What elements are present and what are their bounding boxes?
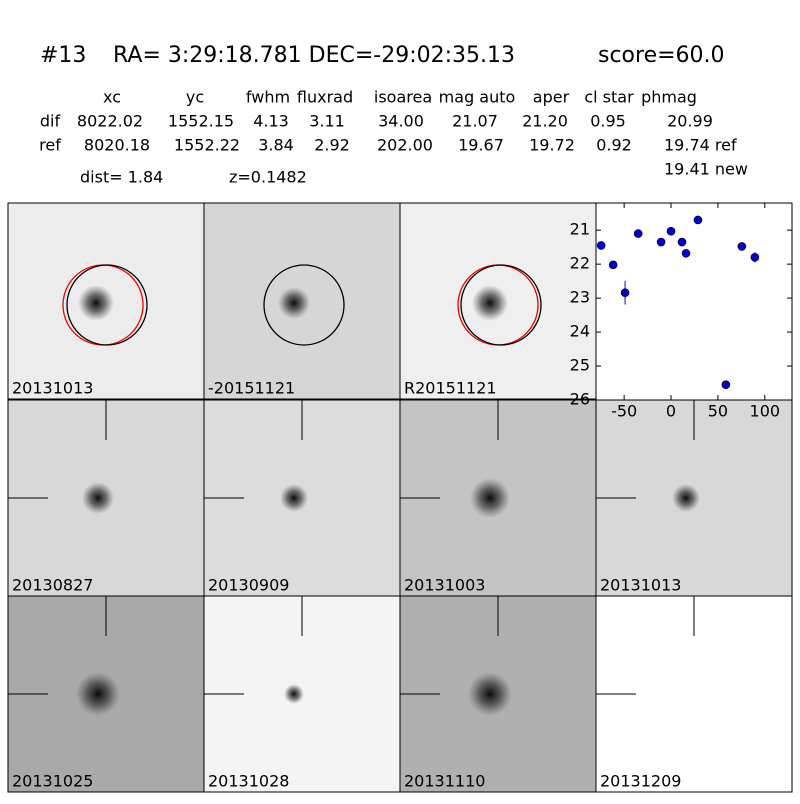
- table-cell: dif: [40, 112, 61, 131]
- source-blob: [672, 484, 700, 512]
- table-cell: 1552.22: [174, 136, 240, 155]
- column-header: phmag: [641, 88, 697, 107]
- panel-label: 20131013: [12, 379, 93, 398]
- y-tick-label: 21: [570, 220, 590, 239]
- table-cell: 4.13: [253, 112, 289, 131]
- panel-label: 20131110: [404, 772, 485, 791]
- table-cell: 2.92: [314, 136, 350, 155]
- column-header: mag auto: [439, 88, 516, 107]
- panel-label: 20131025: [12, 772, 93, 791]
- column-header: yc: [186, 88, 204, 107]
- data-point: [750, 253, 760, 262]
- table-cell: 1552.15: [168, 112, 234, 131]
- panel-label: 20131013: [600, 576, 681, 595]
- table-cell: 19.67: [458, 136, 504, 155]
- panel-label: 20131028: [208, 772, 289, 791]
- data-point: [656, 237, 666, 247]
- source-blob: [284, 684, 304, 704]
- score: score=60.0: [598, 43, 725, 68]
- table-cell: 21.20: [522, 112, 568, 131]
- table-cell: 0.95: [590, 112, 626, 131]
- y-tick-label: 24: [570, 322, 590, 341]
- source-blob: [280, 484, 308, 512]
- coords: RA= 3:29:18.781 DEC=-29:02:35.13: [113, 43, 515, 68]
- data-point: [633, 229, 643, 238]
- table-cell: 202.00: [377, 136, 433, 155]
- y-tick-label: 26: [570, 390, 590, 409]
- data-point: [721, 380, 731, 390]
- table-cell: 19.72: [529, 136, 575, 155]
- table-cell: 3.84: [258, 136, 294, 155]
- data-point: [596, 241, 606, 250]
- data-point: [693, 215, 703, 225]
- table-cell: 21.07: [452, 112, 498, 131]
- data-point: [666, 226, 676, 236]
- source-blob: [472, 285, 508, 321]
- panel-label: 20130909: [208, 576, 289, 595]
- column-header: xc: [103, 88, 121, 107]
- column-header: fluxrad: [297, 88, 353, 107]
- source-blob: [468, 672, 512, 716]
- data-point: [677, 237, 687, 247]
- source-blob: [82, 482, 114, 514]
- source-blob: [278, 287, 310, 319]
- source-blob: [78, 285, 114, 321]
- y-tick-label: 25: [570, 356, 590, 375]
- x-tick-label: 100: [750, 402, 781, 421]
- column-header: fwhm: [246, 88, 290, 107]
- panel-label: R20151121: [404, 379, 497, 398]
- table-cell: 3.11: [309, 112, 345, 131]
- aperture-circle: [263, 264, 345, 346]
- panel-label: 20131003: [404, 576, 485, 595]
- column-header: aper: [533, 88, 570, 107]
- y-tick-label: 23: [570, 288, 590, 307]
- table-cell: ref: [39, 136, 61, 155]
- data-point: [681, 248, 691, 258]
- y-tick-label: 22: [570, 254, 590, 273]
- table-cell: 8020.18: [84, 136, 150, 155]
- data-point: [608, 260, 618, 270]
- column-header: cl star: [584, 88, 634, 107]
- object-id: #13: [40, 43, 86, 68]
- source-blob: [76, 672, 120, 716]
- table-cell: 0.92: [596, 136, 632, 155]
- column-header: isoarea: [374, 88, 432, 107]
- data-point: [620, 288, 630, 297]
- extra: 19.41 new: [664, 160, 748, 179]
- x-tick-label: -50: [611, 402, 637, 421]
- x-tick-label: 50: [708, 402, 728, 421]
- data-point: [737, 242, 747, 251]
- aperture-circle: [460, 264, 542, 346]
- aperture-circle: [66, 264, 148, 346]
- table-cell: 20.99: [667, 112, 713, 131]
- panel-label: 20131209: [600, 772, 681, 791]
- x-tick-label: 0: [666, 402, 676, 421]
- panel-label: -20151121: [208, 379, 295, 398]
- plot-area: [595, 202, 793, 401]
- panel-label: 20130827: [12, 576, 93, 595]
- table-cell: 19.74 ref: [664, 136, 737, 155]
- dist: dist= 1.84: [80, 168, 163, 187]
- table-cell: 34.00: [378, 112, 424, 131]
- table-cell: 8022.02: [77, 112, 143, 131]
- redshift: z=0.1482: [229, 168, 307, 187]
- source-blob: [470, 478, 510, 518]
